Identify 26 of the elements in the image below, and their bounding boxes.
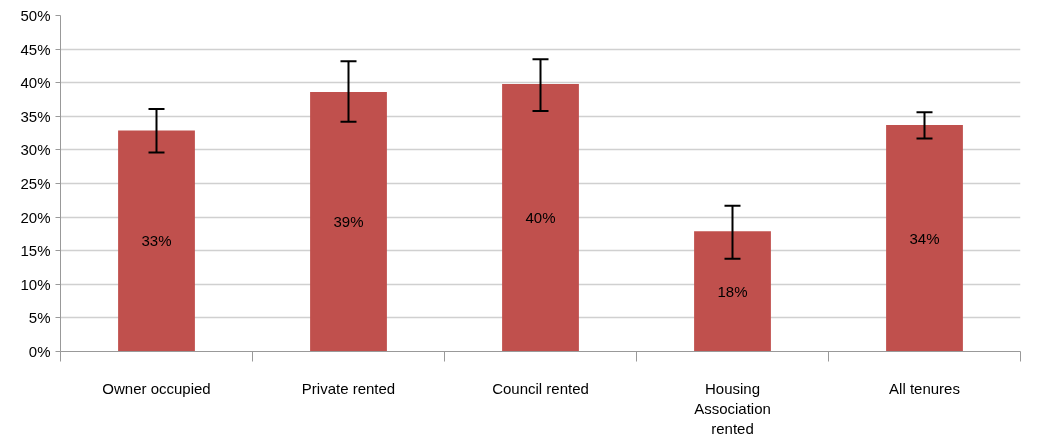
y-tick-label: 20%: [20, 208, 51, 226]
data-label: 34%: [909, 229, 940, 247]
bar: [118, 130, 195, 352]
x-tick-label: Private rented: [301, 379, 396, 397]
data-label: 18%: [717, 282, 748, 300]
y-tick-label: 30%: [20, 141, 51, 159]
y-tick-label: 35%: [20, 107, 51, 125]
y-tick-label: 40%: [20, 74, 51, 92]
bar: [886, 125, 963, 352]
y-tick-label: 50%: [20, 7, 51, 24]
y-tick-label: 15%: [20, 242, 51, 260]
data-label: 33%: [141, 232, 172, 250]
y-tick-label: 10%: [20, 275, 51, 293]
data-label: 39%: [333, 213, 364, 231]
bar: [310, 92, 387, 352]
y-tick-label: 5%: [28, 309, 51, 327]
bar: [694, 231, 771, 352]
x-tick-label: All tenures: [889, 379, 960, 397]
y-tick-label: 25%: [20, 175, 51, 192]
x-tick-label: Owner occupied: [102, 379, 211, 397]
x-tick-label: Housing Association rented: [694, 379, 771, 438]
y-tick-label: 0%: [28, 343, 51, 360]
x-tick-label: Council rented: [492, 379, 589, 397]
y-tick-label: 45%: [20, 40, 51, 58]
data-label: 40%: [525, 209, 556, 227]
bar: [502, 84, 579, 352]
